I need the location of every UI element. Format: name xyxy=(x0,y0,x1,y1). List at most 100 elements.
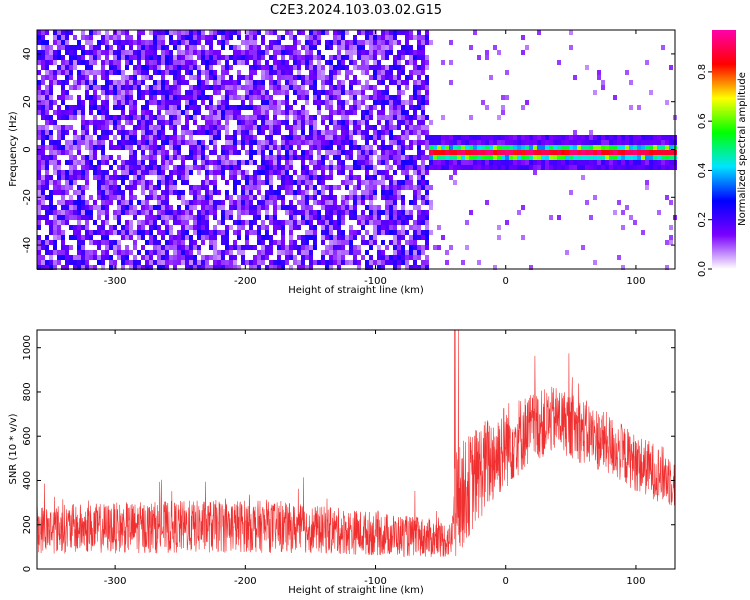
heatmap-cell xyxy=(213,190,217,195)
heatmap-cell xyxy=(281,155,285,160)
heatmap-cell xyxy=(145,45,149,50)
heatmap-cell xyxy=(133,210,137,215)
heatmap-cell xyxy=(145,260,149,265)
heatmap-cell xyxy=(57,225,61,230)
heatmap-cell xyxy=(217,90,221,95)
heatmap-cell xyxy=(129,160,133,165)
heatmap-cell xyxy=(169,40,173,45)
heatmap-cell xyxy=(77,195,81,200)
heatmap-cell xyxy=(145,130,149,135)
heatmap-cell xyxy=(57,80,61,85)
heatmap-cell xyxy=(69,105,73,110)
heatmap-cell xyxy=(141,185,145,190)
heatmap-cell xyxy=(329,80,333,85)
heatmap-cell xyxy=(129,195,133,200)
heatmap-cell xyxy=(173,120,177,125)
heatmap-cell xyxy=(337,80,341,85)
heatmap-cell xyxy=(397,40,401,45)
heatmap-cell xyxy=(137,95,141,100)
heatmap-cell xyxy=(265,215,269,220)
heatmap-cell xyxy=(125,100,129,105)
heatmap-cell xyxy=(213,90,217,95)
heatmap-cell xyxy=(377,215,381,220)
heatmap-cell xyxy=(377,50,381,55)
heatmap-cell xyxy=(381,110,385,115)
heatmap-cell xyxy=(369,160,373,165)
heatmap-cell xyxy=(181,200,185,205)
heatmap-cell xyxy=(293,210,297,215)
heatmap-cell xyxy=(69,225,73,230)
heatmap-cell xyxy=(253,45,257,50)
heatmap-cell xyxy=(381,155,385,160)
colorbar-tick-label: 0.4 xyxy=(697,162,708,178)
heatmap-cell xyxy=(165,80,169,85)
heatmap-cell xyxy=(405,50,409,55)
heatmap-cell xyxy=(221,95,225,100)
heatmap-cell xyxy=(589,160,593,165)
heatmap-cell xyxy=(405,160,409,165)
heatmap-cell xyxy=(133,125,137,130)
heatmap-cell xyxy=(505,160,509,165)
heatmap-cell xyxy=(185,40,189,45)
heatmap-cell xyxy=(169,140,173,145)
heatmap-cell xyxy=(149,155,153,160)
heatmap-cell xyxy=(237,160,241,165)
heatmap-cell xyxy=(157,205,161,210)
heatmap-cell xyxy=(93,250,97,255)
heatmap-cell xyxy=(249,125,253,130)
heatmap-cell xyxy=(45,100,49,105)
heatmap-cell xyxy=(293,60,297,65)
heatmap-cell xyxy=(177,80,181,85)
heatmap-cell xyxy=(345,40,349,45)
heatmap-cell xyxy=(597,165,601,170)
heatmap-cell xyxy=(605,145,609,150)
heatmap-cell xyxy=(441,140,445,145)
heatmap-cell xyxy=(37,210,41,215)
heatmap-cell xyxy=(345,260,349,265)
heatmap-cell xyxy=(461,260,465,265)
heatmap-cell xyxy=(529,160,533,165)
heatmap-cell xyxy=(313,95,317,100)
heatmap-cell xyxy=(221,265,225,270)
heatmap-cell xyxy=(389,145,393,150)
heatmap-cell xyxy=(249,120,253,125)
heatmap-cell xyxy=(521,145,525,150)
heatmap-cell xyxy=(321,155,325,160)
heatmap-cell xyxy=(353,200,357,205)
heatmap-cell xyxy=(153,80,157,85)
heatmap-cell xyxy=(109,60,113,65)
heatmap-cell xyxy=(533,145,537,150)
heatmap-cell xyxy=(377,160,381,165)
heatmap-cell xyxy=(637,105,641,110)
heatmap-cell xyxy=(161,145,165,150)
heatmap-cell xyxy=(369,40,373,45)
heatmap-cell xyxy=(129,75,133,80)
heatmap-cell xyxy=(305,115,309,120)
heatmap-cell xyxy=(281,85,285,90)
heatmap-cell xyxy=(309,235,313,240)
heatmap-cell xyxy=(233,45,237,50)
heatmap-cell xyxy=(141,205,145,210)
heatmap-cell xyxy=(85,185,89,190)
heatmap-cell xyxy=(105,230,109,235)
heatmap-cell xyxy=(249,85,253,90)
heatmap-cell xyxy=(273,45,277,50)
heatmap-cell xyxy=(153,130,157,135)
heatmap-cell xyxy=(557,160,561,165)
heatmap-cell xyxy=(589,150,593,155)
heatmap-cell xyxy=(257,60,261,65)
heatmap-cell xyxy=(641,155,645,160)
heatmap-cell xyxy=(537,155,541,160)
heatmap-cell xyxy=(457,155,461,160)
heatmap-cell xyxy=(417,105,421,110)
heatmap-cell xyxy=(365,260,369,265)
heatmap-cell xyxy=(97,120,101,125)
heatmap-cell xyxy=(105,125,109,130)
heatmap-cell xyxy=(341,250,345,255)
heatmap-cell xyxy=(249,160,253,165)
heatmap-cell xyxy=(137,80,141,85)
heatmap-cell xyxy=(117,250,121,255)
heatmap-cell xyxy=(205,155,209,160)
heatmap-cell xyxy=(205,195,209,200)
heatmap-cell xyxy=(245,205,249,210)
